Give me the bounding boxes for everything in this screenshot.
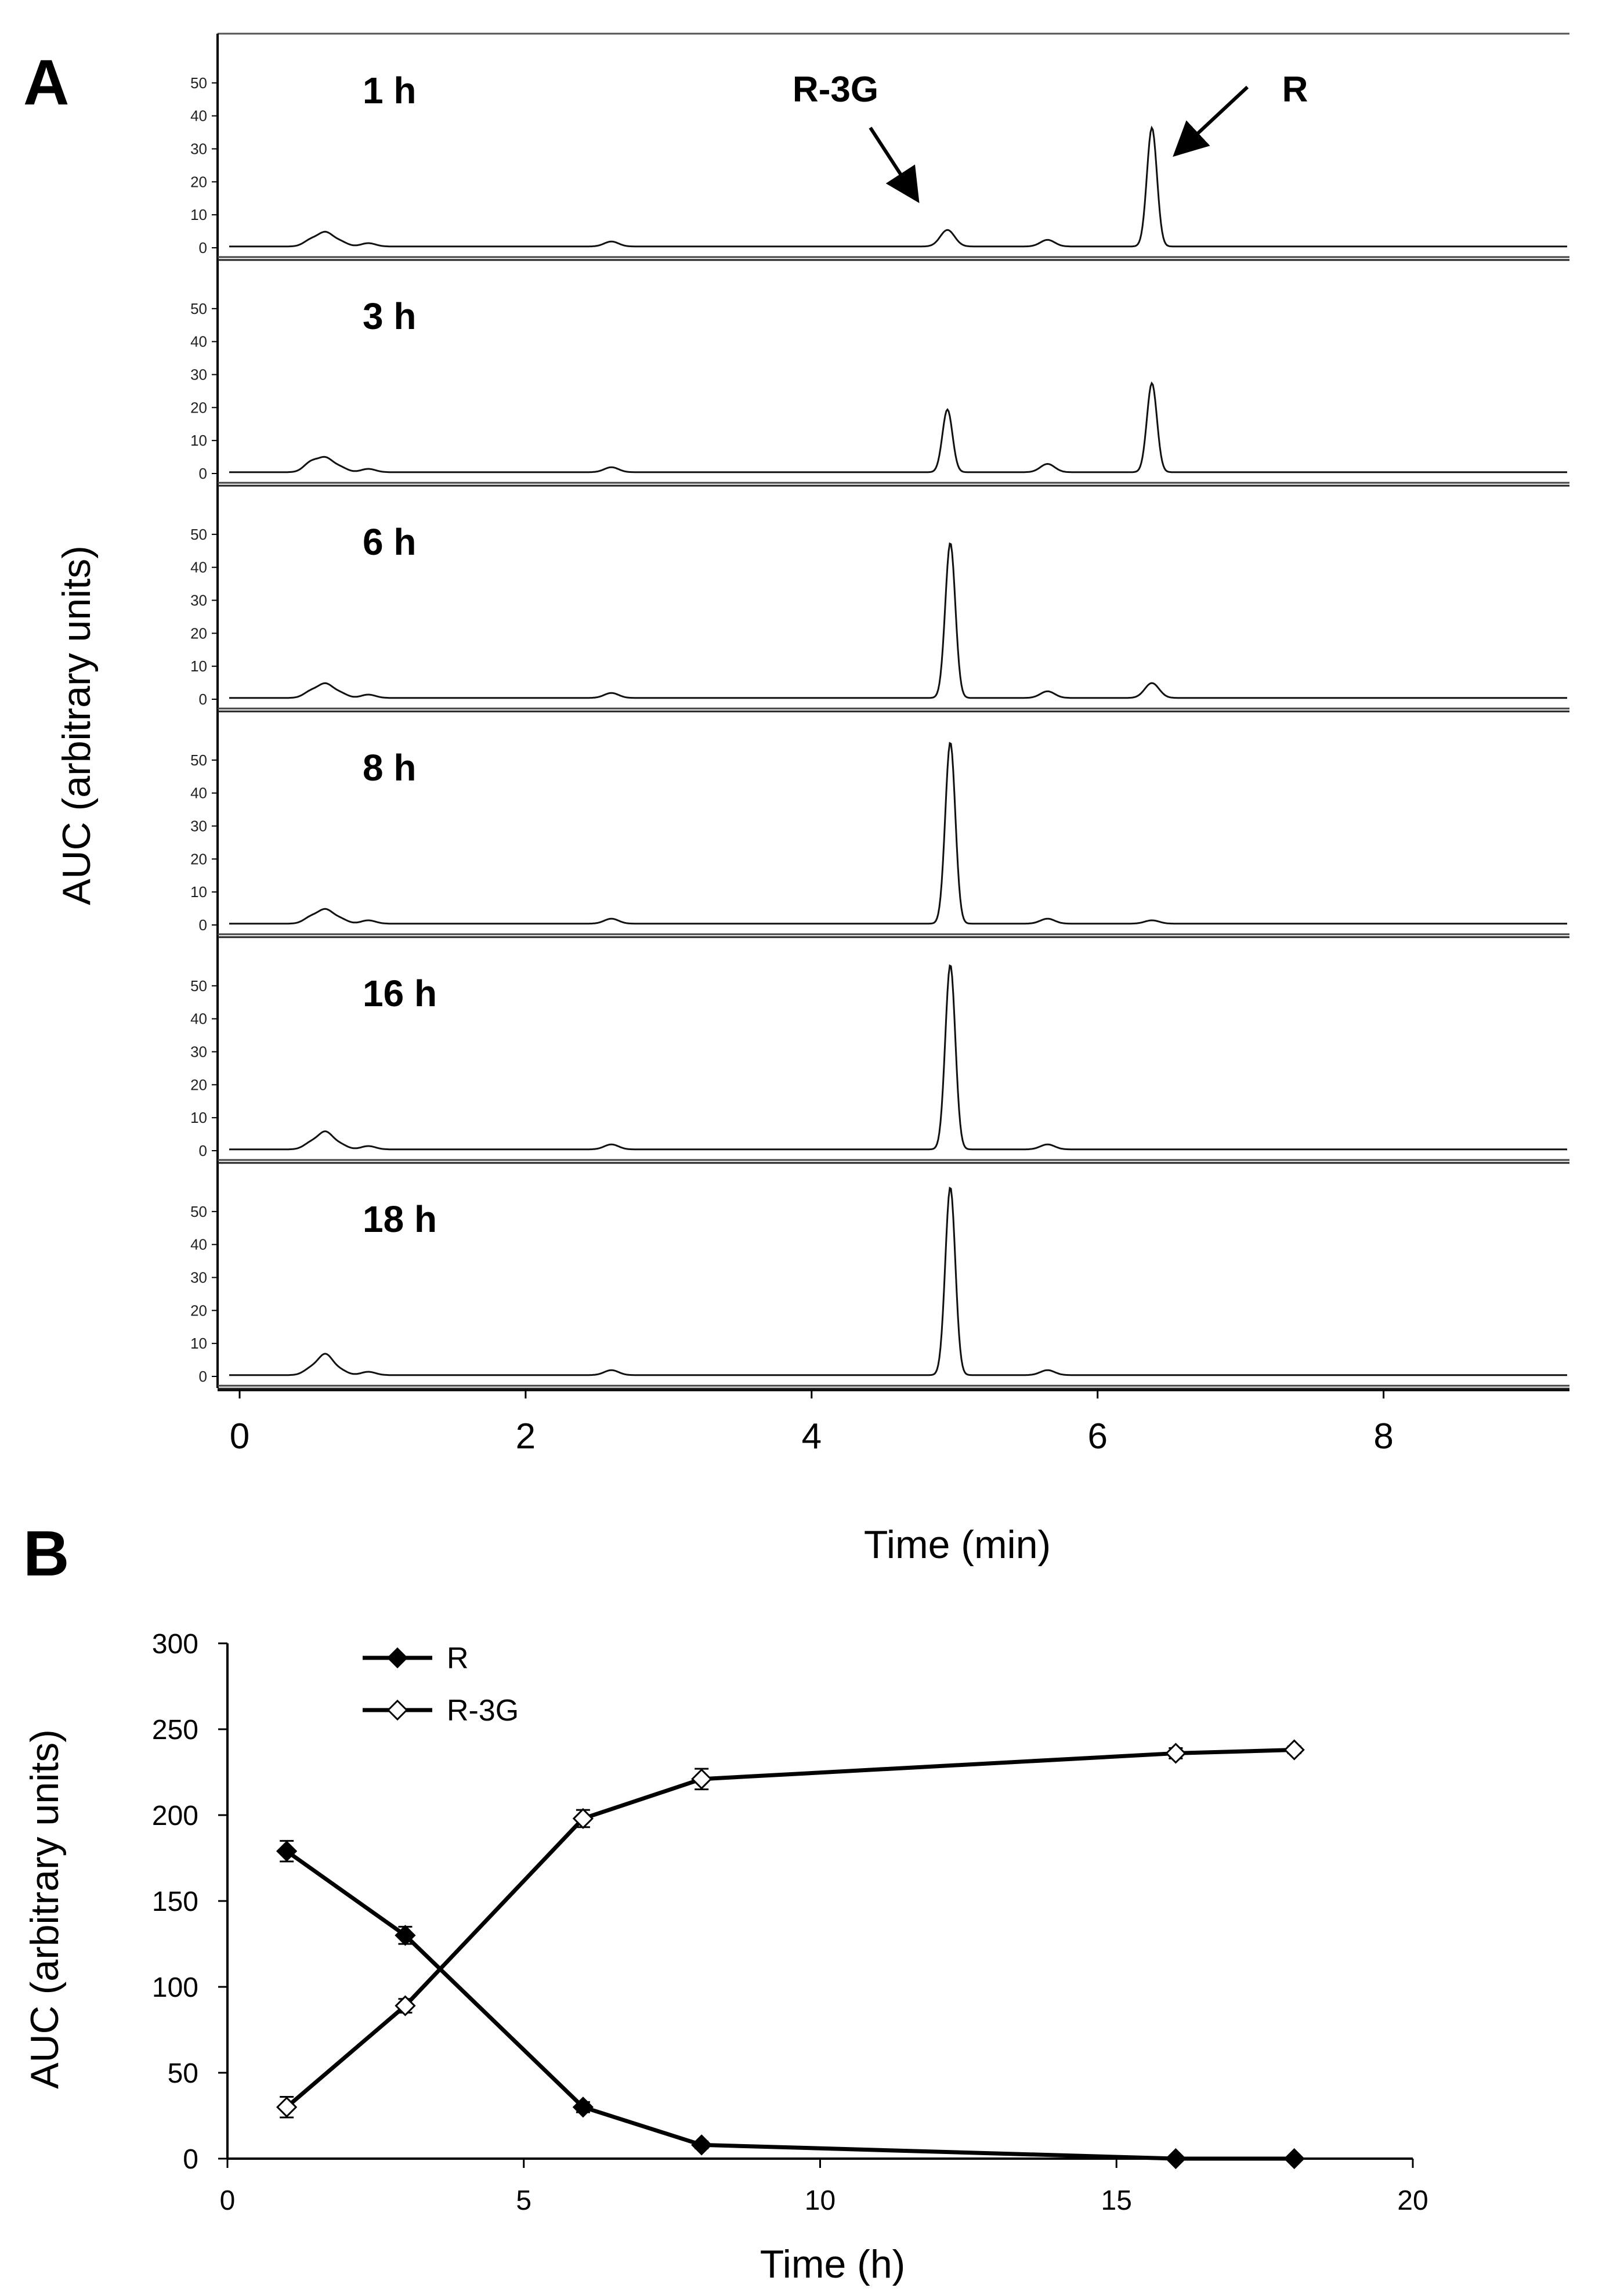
data-point-R-3G (1283, 1739, 1305, 1761)
trace-time-label: 1 h (363, 70, 416, 111)
y-tick-label: 200 (152, 1801, 198, 1831)
y-tick-label: 50 (190, 977, 207, 995)
x-tick-label: 0 (220, 2185, 236, 2216)
panel-a-x-title: Time (min) (864, 1523, 1051, 1567)
panel-b-letter: B (23, 1518, 69, 1589)
series-line-R (285, 1849, 1294, 2161)
y-tick-label: 10 (190, 657, 207, 675)
y-tick-label: 20 (190, 173, 207, 190)
data-point-R (691, 2134, 712, 2156)
trace-time-label: 16 h (363, 973, 437, 1014)
chromatogram-trace-8h (229, 742, 1567, 925)
legend-label-R: R (447, 1642, 469, 1675)
chromatogram-trace-1h (229, 125, 1567, 248)
trace-time-label: 6 h (363, 521, 416, 563)
trace-time-label: 8 h (363, 747, 416, 789)
y-tick-label: 0 (199, 239, 207, 256)
panel-a-letter: A (23, 47, 69, 118)
data-point-R (1165, 2148, 1187, 2170)
arrow-r (1173, 85, 1249, 157)
y-tick-label: 0 (199, 916, 207, 934)
data-point-R-3G (691, 1768, 712, 1790)
data-point-R-3G (395, 1995, 416, 2016)
trace-time-label: 18 h (363, 1198, 437, 1240)
x-tick-label: 5 (516, 2185, 531, 2216)
data-point-R (276, 1841, 298, 1862)
y-tick-label: 20 (190, 624, 207, 642)
y-tick-label: 100 (152, 1972, 198, 2003)
y-tick-label: 20 (190, 1076, 207, 1093)
y-tick-label: 30 (190, 1043, 207, 1061)
peak-label-r: R (1282, 70, 1308, 110)
y-tick-label: 20 (190, 1302, 207, 1319)
y-tick-label: 30 (190, 1269, 207, 1286)
chromatogram-trace-16h (229, 964, 1567, 1151)
panel-b-x-title: Time (h) (760, 2242, 906, 2286)
legend-label-R-3G: R-3G (447, 1694, 519, 1727)
y-tick-label: 150 (152, 1886, 198, 1917)
y-tick-label: 0 (199, 691, 207, 708)
legend-marker-R (386, 1647, 408, 1669)
y-tick-label: 10 (190, 883, 207, 901)
y-tick-label: 40 (190, 559, 207, 576)
data-point-R-3G (276, 2097, 298, 2118)
y-tick-label: 30 (190, 366, 207, 384)
panel-b: B 0 50 100 150 200 250 300 0 5 10 15 20 Time (h) AUC (… (23, 1518, 1428, 2286)
y-tick-label: 10 (190, 206, 207, 223)
y-tick-label: 40 (190, 107, 207, 125)
y-tick-label: 0 (199, 1142, 207, 1159)
series-line-R-3G (285, 1748, 1294, 2109)
y-tick-label: 30 (190, 818, 207, 835)
y-tick-label: 40 (190, 1236, 207, 1253)
y-tick-label: 50 (190, 300, 207, 317)
y-tick-label: 40 (190, 1010, 207, 1028)
y-tick-label: 0 (199, 1368, 207, 1385)
legend-marker-R-3G (386, 1699, 408, 1721)
y-tick-label: 250 (152, 1715, 198, 1745)
y-tick-label: 30 (190, 592, 207, 609)
y-tick-label: 0 (199, 465, 207, 482)
y-tick-label: 20 (190, 399, 207, 416)
y-tick-label: 30 (190, 140, 207, 158)
panel-a-y-title: AUC (arbitrary units) (55, 545, 99, 905)
chromatogram-trace-18h (229, 1186, 1567, 1376)
panel-b-y-title: AUC (arbitrary units) (23, 1729, 67, 2089)
x-tick-label: 4 (802, 1416, 822, 1456)
y-tick-label: 50 (168, 2058, 198, 2089)
x-tick-label: 0 (230, 1416, 249, 1456)
peak-label-r3g: R-3G (793, 70, 878, 110)
y-tick-label: 40 (190, 333, 207, 350)
y-tick-label: 0 (183, 2144, 198, 2175)
chromatogram-trace-3h (229, 381, 1567, 474)
y-tick-label: 40 (190, 785, 207, 802)
data-point-R (1283, 2148, 1305, 2170)
x-tick-label: 15 (1101, 2185, 1132, 2216)
x-tick-label: 20 (1397, 2185, 1428, 2216)
y-tick-label: 50 (190, 751, 207, 769)
x-tick-label: 8 (1373, 1416, 1393, 1456)
x-tick-label: 10 (805, 2185, 835, 2216)
y-tick-label: 50 (190, 74, 207, 92)
data-point-R-3G (1165, 1743, 1187, 1764)
y-tick-label: 50 (190, 526, 207, 543)
data-point-R-3G (572, 1808, 594, 1830)
y-tick-label: 50 (190, 1203, 207, 1220)
y-tick-label: 10 (190, 432, 207, 449)
arrow-r3g (869, 127, 920, 204)
y-tick-label: 20 (190, 850, 207, 868)
chromatogram-trace-6h (229, 542, 1567, 699)
data-point-R (572, 2097, 594, 2118)
y-tick-label: 10 (190, 1335, 207, 1352)
trace-time-label: 3 h (363, 295, 416, 337)
x-tick-label: 2 (516, 1416, 536, 1456)
y-tick-label: 10 (190, 1109, 207, 1126)
x-tick-label: 6 (1087, 1416, 1107, 1456)
y-tick-label: 300 (152, 1629, 198, 1660)
data-point-R (395, 1925, 416, 1946)
